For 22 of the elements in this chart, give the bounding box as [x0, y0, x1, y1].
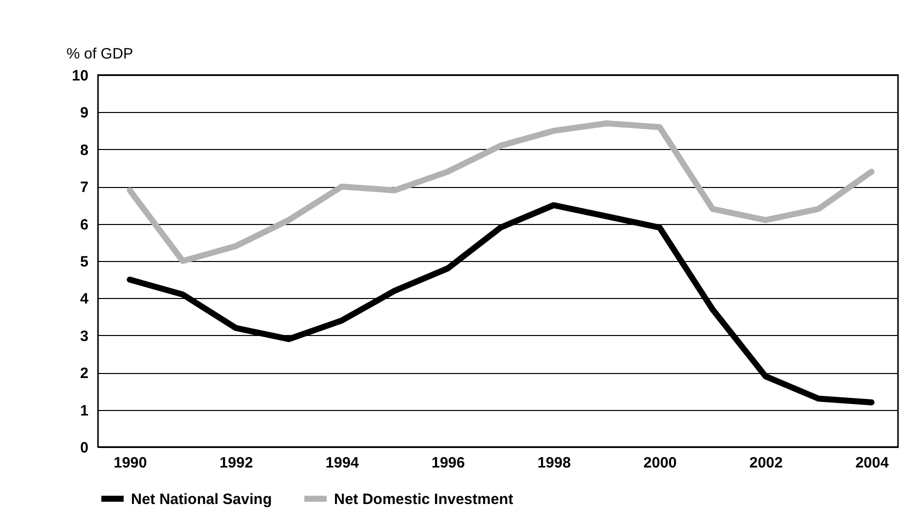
y-tick-label: 4 [80, 290, 90, 308]
y-tick-label: 8 [80, 142, 88, 159]
y-tick-label: 9 [80, 104, 88, 122]
y-tick-label: 2 [80, 365, 88, 382]
y-axis-title: % of GDP [66, 46, 134, 62]
x-tick-label: 1996 [431, 454, 465, 472]
legend-label: Net Domestic Investment [334, 490, 514, 508]
x-tick-label: 1998 [537, 454, 571, 472]
y-tick-label: 5 [80, 254, 88, 270]
y-tick-label: 1 [80, 402, 88, 420]
x-tick-label: 2000 [643, 454, 677, 472]
x-tick-label: 2004 [855, 454, 890, 472]
legend-label: Net National Saving [131, 490, 272, 508]
y-tick-label: 0 [80, 440, 88, 456]
y-tick-label: 7 [80, 179, 88, 196]
y-tick-label: 10 [72, 68, 88, 84]
x-tick-label: 2002 [749, 454, 783, 472]
x-tick-label: 1990 [114, 454, 147, 472]
y-tick-label: 6 [80, 216, 88, 234]
y-tick-label: 3 [80, 328, 88, 345]
x-tick-label: 1992 [220, 454, 253, 472]
x-tick-label: 1994 [326, 454, 360, 472]
